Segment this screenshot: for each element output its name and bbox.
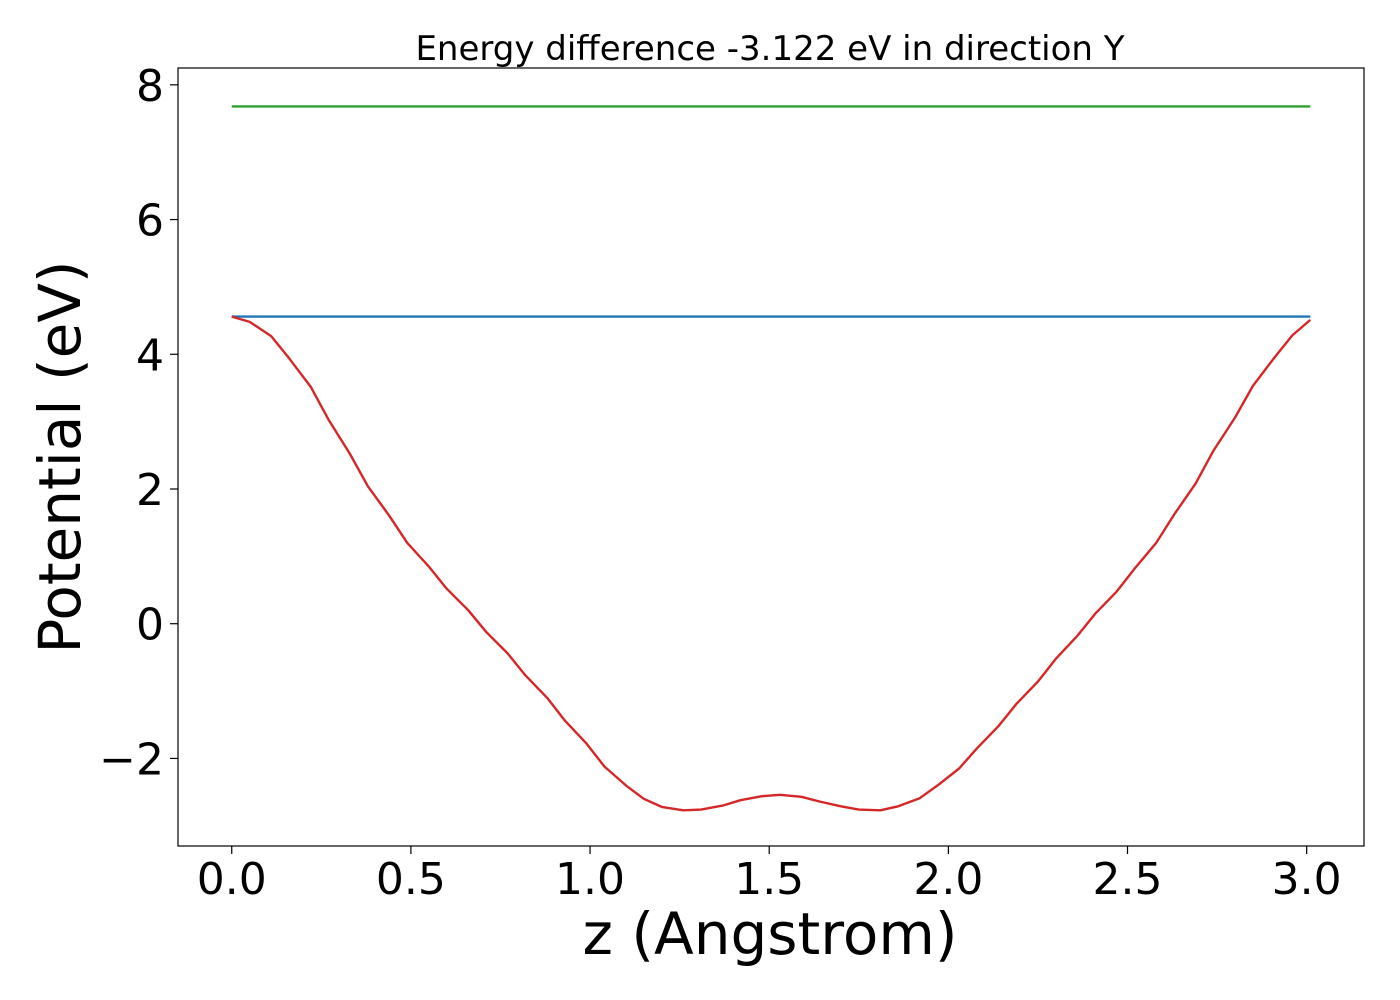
x-tick-label: 2.5 xyxy=(1093,854,1163,905)
y-axis-label: Potential (eV) xyxy=(26,260,94,653)
y-tick-label: 0 xyxy=(136,600,164,651)
y-tick-label: 6 xyxy=(136,196,164,247)
y-tick-label: −2 xyxy=(99,734,164,785)
x-tick-label: 1.0 xyxy=(555,854,625,905)
x-tick-label: 0.0 xyxy=(197,854,267,905)
x-tick-label: 3.0 xyxy=(1272,854,1342,905)
x-tick-label: 1.5 xyxy=(734,854,804,905)
x-tick-label: 0.5 xyxy=(376,854,446,905)
x-axis-label: z (Angstrom) xyxy=(583,900,958,968)
x-axis: 0.0 0.5 1.0 1.5 2.0 2.5 3.0 xyxy=(197,846,1342,905)
series-layer xyxy=(231,105,1312,812)
plot-area-frame xyxy=(177,67,1365,847)
y-tick-label: 4 xyxy=(136,330,164,381)
y-tick-label: 8 xyxy=(136,61,164,112)
y-axis: −2 0 2 4 6 8 xyxy=(99,61,178,785)
chart-title: Energy difference -3.122 eV in direction… xyxy=(415,29,1124,69)
x-tick-label: 2.0 xyxy=(913,854,983,905)
y-tick-label: 2 xyxy=(136,465,164,516)
series-line-3 xyxy=(231,315,1312,812)
